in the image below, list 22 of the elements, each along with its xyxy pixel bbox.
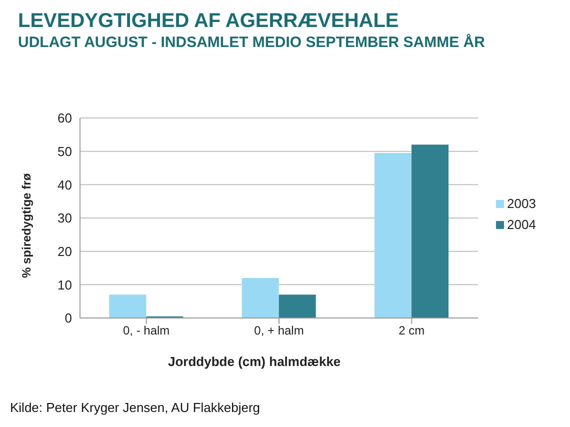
y-tick-label: 0 [64,310,72,326]
chart-subtitle: UDLAGT AUGUST - INDSAMLET MEDIO SEPTEMBER SAMME ÅR [18,34,485,51]
x-tick-label: 2 cm [398,324,425,338]
legend-label: 2004 [507,217,536,232]
y-tick-label: 50 [58,144,72,159]
x-tick-label: 0, + halm [254,324,304,338]
bar [242,278,279,318]
bar [278,294,316,318]
x-tick-label: 0, - halm [122,324,170,338]
x-axis-title: Jorddybde (cm) halmdække [168,354,341,369]
bar [109,294,146,318]
chart-title: LEVEDYGTIGHED AF AGERRÆVEHALE [18,10,399,33]
y-tick-label: 10 [58,277,72,292]
y-tick-label: 60 [58,110,72,126]
y-tick-label: 30 [58,210,72,226]
text: Kilde: Peter Kryger Jensen, AU Flakkebjerg [10,400,260,415]
y-tick-label: 40 [58,177,72,192]
bar [374,153,412,318]
y-axis-title: % spiredygtige frø [19,172,34,278]
legend-label: 2003 [507,196,536,211]
y-tick-label: 20 [58,244,72,259]
bar [412,144,449,318]
